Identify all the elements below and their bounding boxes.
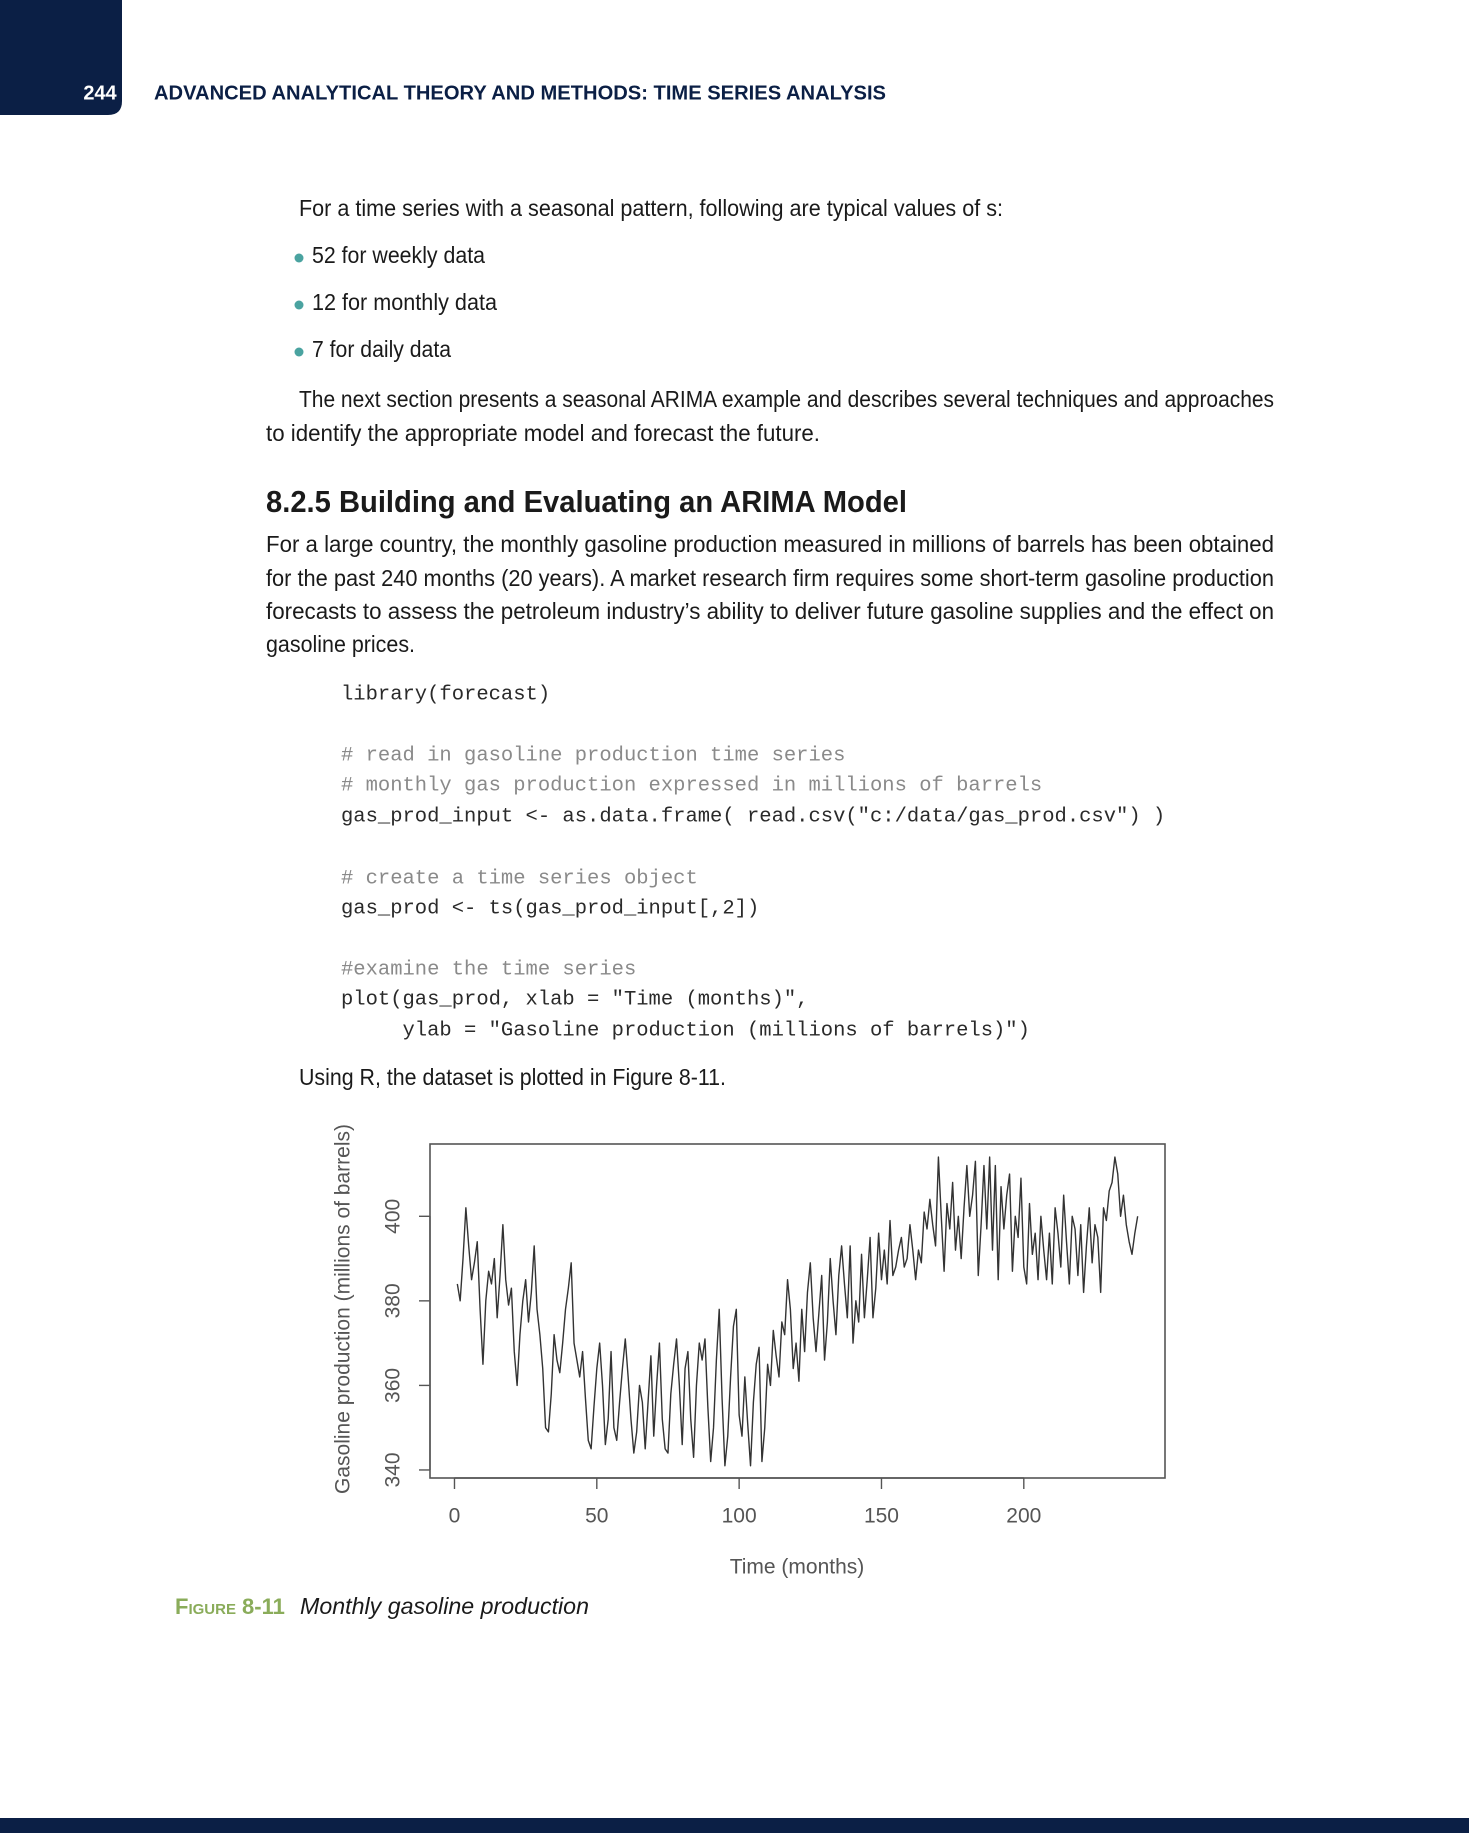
x-axis-title: Time (months): [730, 1556, 865, 1579]
bullet-dot: [294, 300, 304, 310]
x-tick-label: 200: [1006, 1505, 1041, 1528]
x-tick-label: 100: [722, 1505, 757, 1528]
bullet-dot: [294, 347, 304, 357]
y-tick-label: 400: [382, 1199, 405, 1234]
code-line: plot(gas_prod, xlab = "Time (months)",: [341, 988, 808, 1011]
bullet-item: 12 for monthly data: [312, 289, 497, 315]
bullet-dot: [294, 253, 304, 263]
code-comment: # monthly gas production expressed in mi…: [341, 774, 1042, 797]
bullet-item: 52 for weekly data: [312, 242, 485, 268]
data-line: [456, 1156, 1139, 1467]
paragraph-line: to identify the appropriate model and fo…: [266, 420, 820, 446]
x-tick-label: 50: [585, 1505, 608, 1528]
paragraph-line: The next section presents a seasonal ARI…: [299, 386, 1274, 412]
y-tick-label: 380: [382, 1283, 405, 1318]
figure-label: Figure 8-11: [175, 1594, 285, 1619]
code-comment: # create a time series object: [341, 867, 698, 890]
code-line: ylab = "Gasoline production (millions of…: [341, 1019, 1030, 1042]
paragraph: Using R, the dataset is plotted in Figur…: [299, 1064, 726, 1090]
x-tick-label: 0: [449, 1505, 461, 1528]
paragraph-line: for the past 240 months (20 years). A ma…: [266, 565, 1274, 591]
code-comment: #examine the time series: [341, 958, 636, 981]
figure-caption: Monthly gasoline production: [300, 1593, 589, 1619]
code-line: gas_prod_input <- as.data.frame( read.cs…: [341, 805, 1165, 828]
y-axis-title: Gasoline production (millions of barrels…: [332, 1124, 355, 1494]
paragraph-line: gasoline prices.: [266, 631, 415, 657]
paragraph-line: For a large country, the monthly gasolin…: [266, 531, 1274, 557]
paragraph-line: forecasts to assess the petroleum indust…: [266, 598, 1274, 624]
plot-frame: [429, 1143, 1166, 1479]
x-tick-label: 150: [864, 1505, 899, 1528]
paragraph: For a time series with a seasonal patter…: [299, 195, 1003, 221]
y-tick-label: 340: [382, 1452, 405, 1487]
code-comment: # read in gasoline production time serie…: [341, 744, 845, 767]
code-line: library(forecast): [341, 683, 550, 706]
page-number: 244: [83, 82, 117, 104]
section-heading: 8.2.5 Building and Evaluating an ARIMA M…: [266, 484, 907, 519]
bullet-item: 7 for daily data: [312, 336, 451, 362]
running-head: ADVANCED ANALYTICAL THEORY AND METHODS: …: [154, 82, 886, 104]
code-line: gas_prod <- ts(gas_prod_input[,2]): [341, 897, 759, 920]
footer-bar: [0, 1818, 1469, 1833]
y-tick-label: 360: [382, 1368, 405, 1403]
header-tab: [0, 0, 122, 115]
